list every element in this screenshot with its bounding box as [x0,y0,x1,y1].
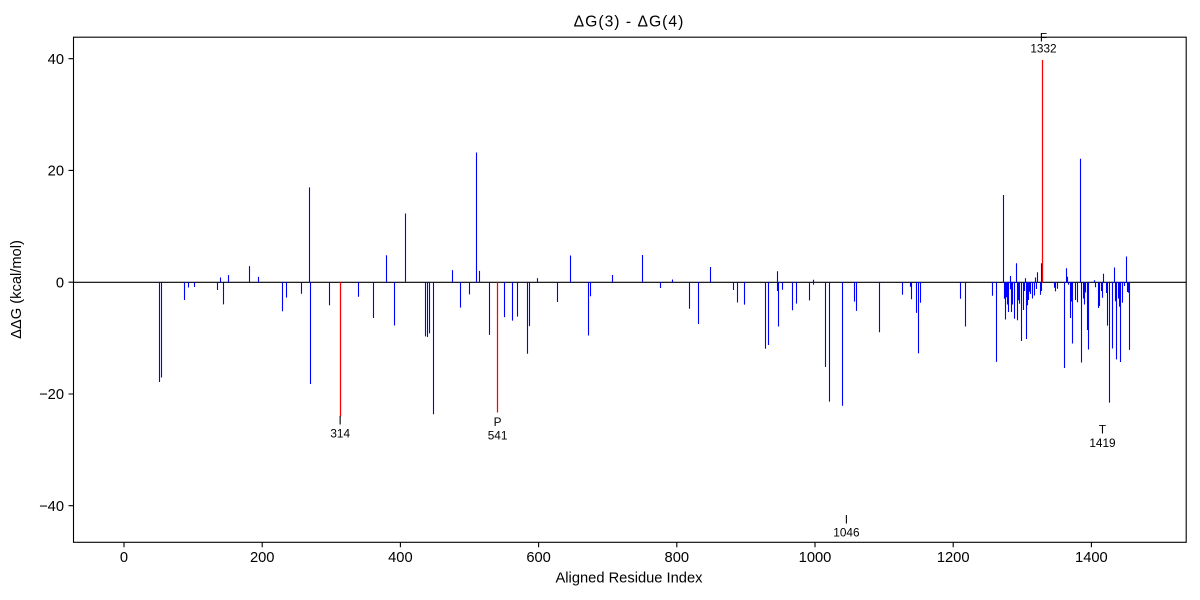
svg-text:F: F [1040,31,1047,45]
svg-text:1400: 1400 [1075,550,1108,566]
svg-text:1000: 1000 [799,550,832,566]
svg-text:1332: 1332 [1030,42,1056,56]
svg-text:−20: −20 [39,387,64,403]
svg-text:20: 20 [48,164,64,180]
svg-text:40: 40 [48,52,64,68]
svg-text:600: 600 [526,550,551,566]
svg-text:P: P [494,415,502,429]
svg-text:I: I [339,414,342,428]
svg-text:1200: 1200 [937,550,970,566]
svg-text:ΔG(3) - ΔG(4): ΔG(3) - ΔG(4) [574,14,685,31]
svg-text:541: 541 [488,429,508,443]
svg-text:800: 800 [665,550,690,566]
svg-text:−40: −40 [39,499,64,515]
svg-text:1419: 1419 [1089,436,1115,450]
svg-text:0: 0 [56,275,64,291]
svg-text:T: T [1099,423,1106,437]
svg-text:314: 314 [330,427,350,441]
svg-text:200: 200 [250,550,275,566]
svg-text:I: I [845,513,848,527]
svg-text:1046: 1046 [833,526,860,540]
svg-text:0: 0 [120,550,128,566]
svg-text:Aligned Residue Index: Aligned Residue Index [556,571,704,587]
svg-text:ΔΔG (kcal/mol): ΔΔG (kcal/mol) [9,240,25,339]
svg-text:400: 400 [388,550,413,566]
